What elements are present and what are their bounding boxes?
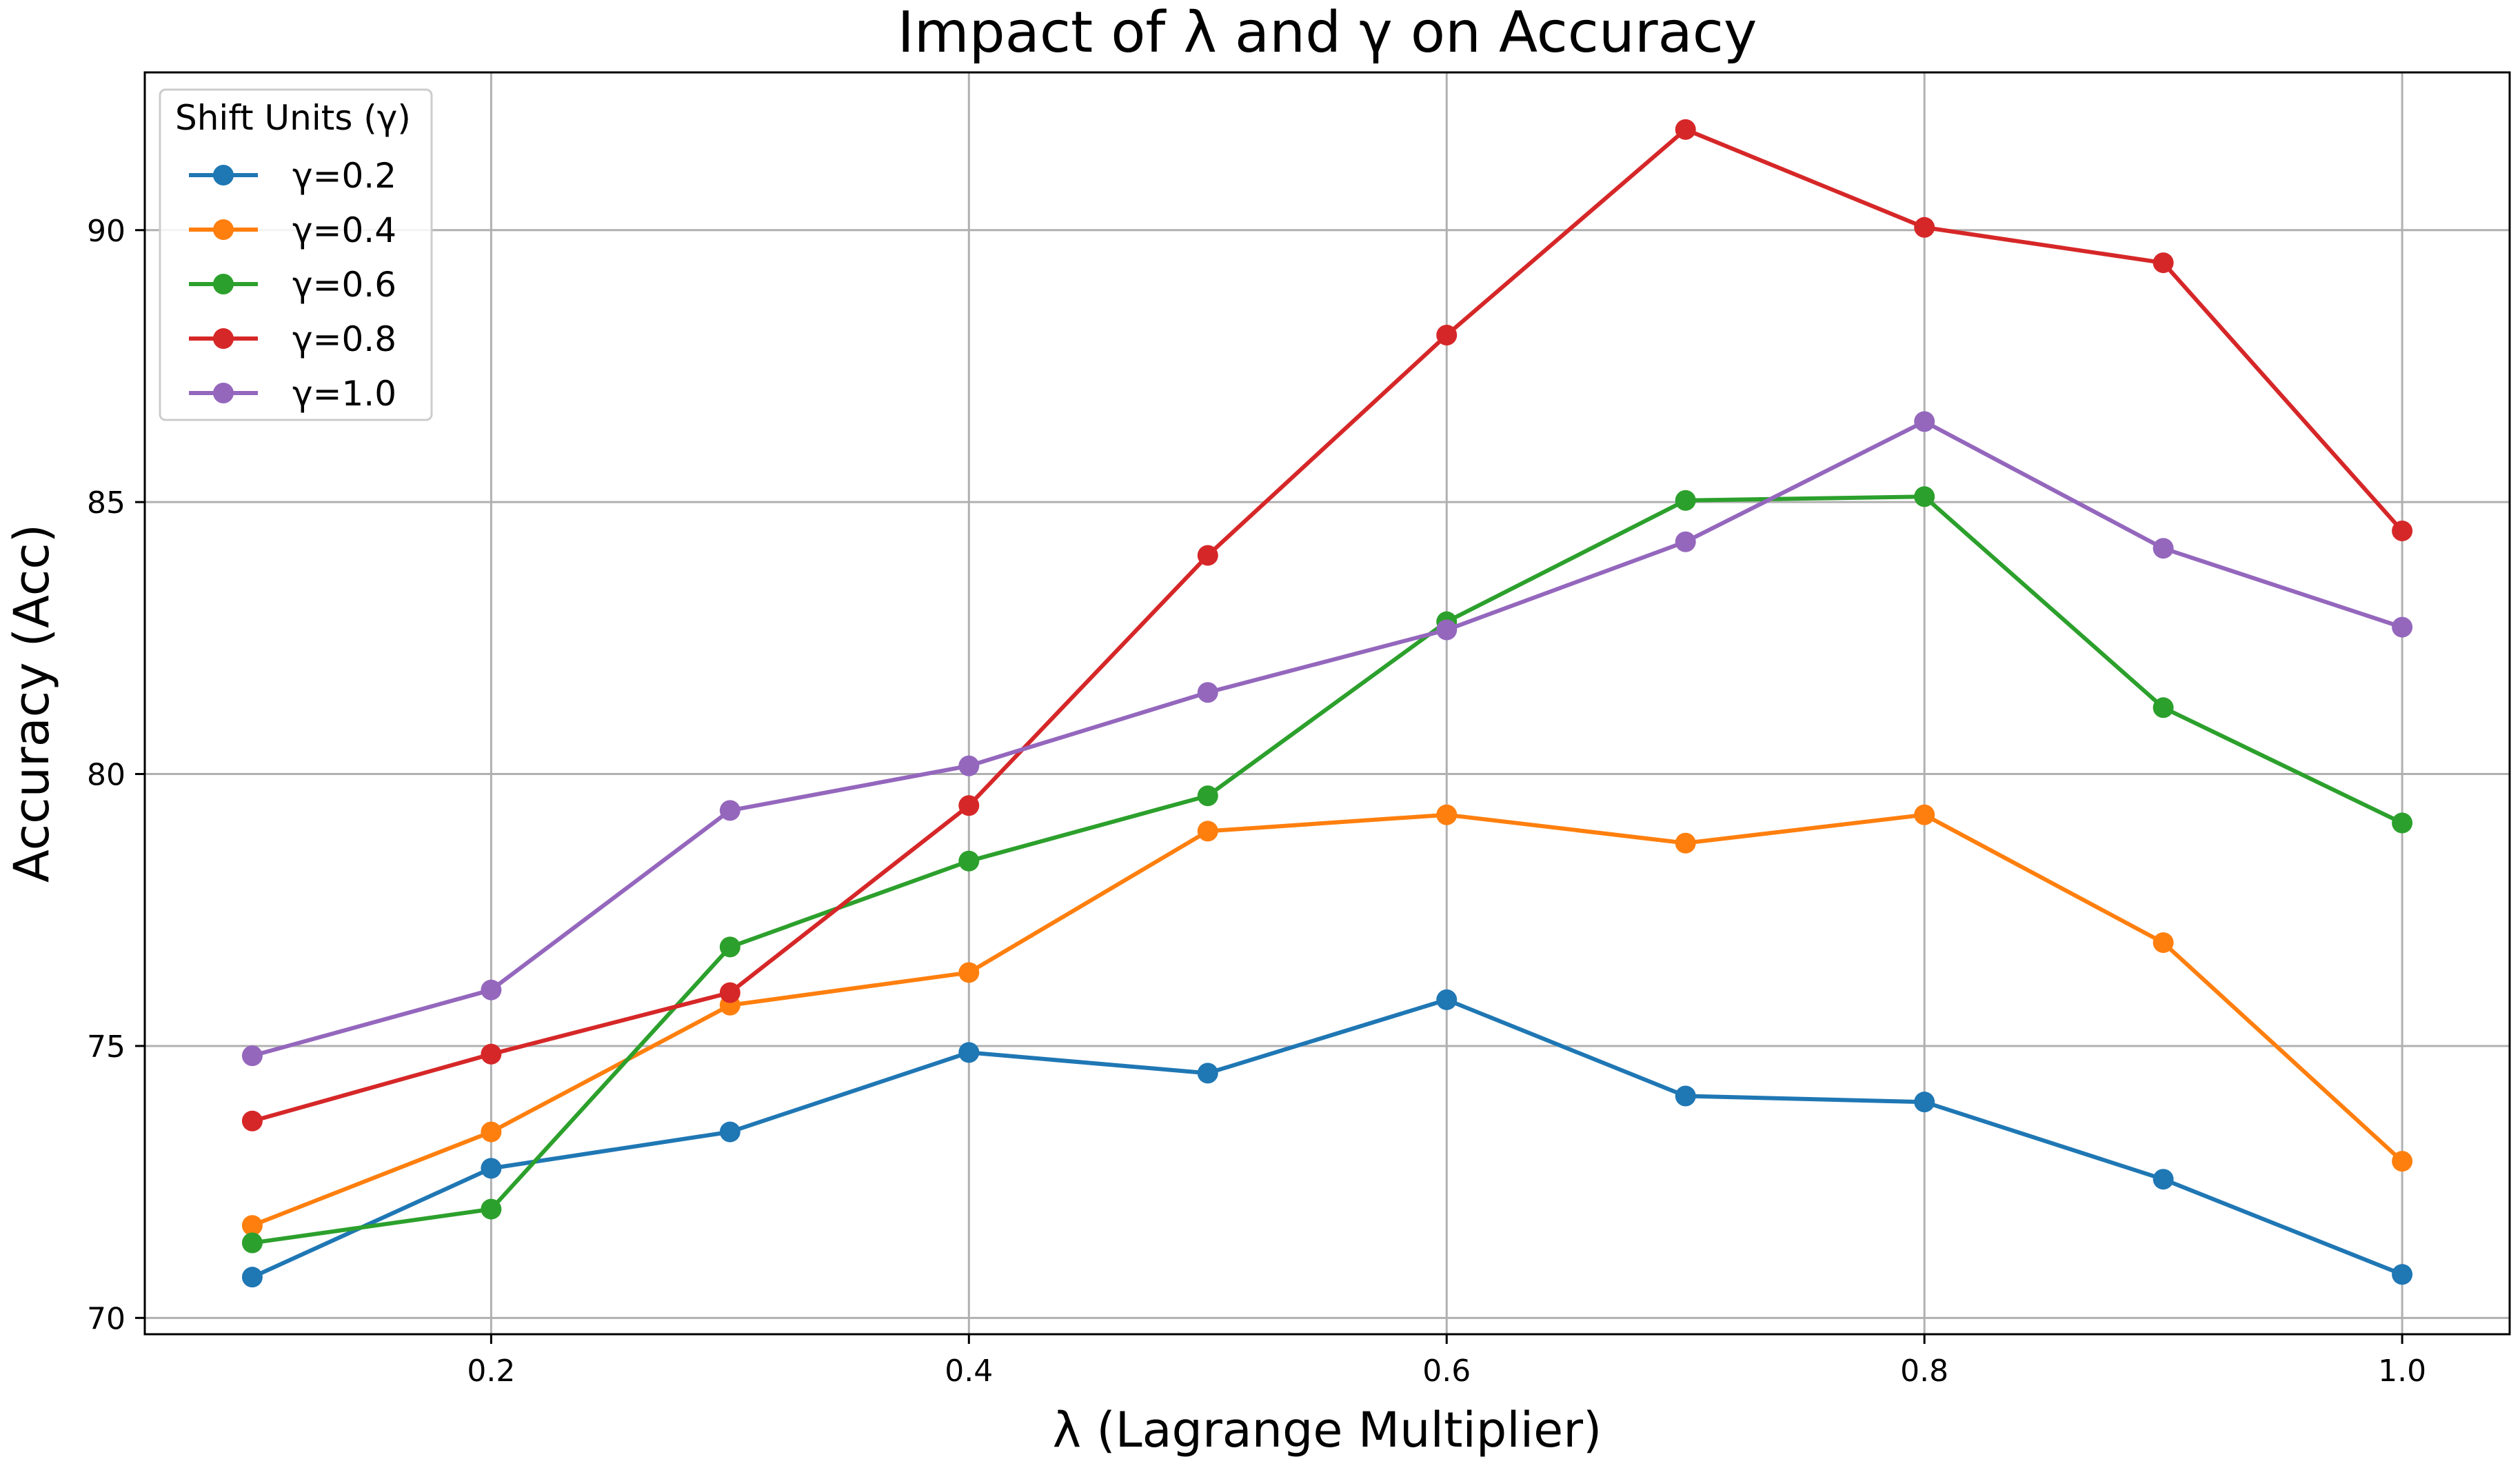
data-point <box>958 962 980 983</box>
legend-swatch-marker <box>213 328 234 349</box>
series-line <box>252 127 2404 1123</box>
y-tick-label: 75 <box>87 1029 125 1065</box>
y-tick-label: 85 <box>87 485 125 521</box>
data-point <box>1197 1063 1218 1084</box>
x-tick-label: 0.4 <box>945 1354 993 1389</box>
data-point <box>1197 545 1218 566</box>
data-point <box>719 1121 740 1143</box>
legend-swatch-marker <box>213 383 234 403</box>
data-point <box>958 850 980 872</box>
data-series <box>241 119 2413 1288</box>
series-line <box>251 997 2403 1279</box>
legend-item: γ=1.0 <box>189 374 396 414</box>
x-tick-label: 0.8 <box>1900 1354 1948 1389</box>
data-point <box>958 795 980 816</box>
series-line <box>252 494 2403 1245</box>
data-point <box>1197 682 1218 703</box>
legend-label: γ=0.2 <box>292 156 396 196</box>
data-point <box>1675 490 1696 511</box>
grid-lines <box>145 72 2510 1334</box>
data-point <box>481 979 502 1001</box>
data-point <box>2392 616 2413 638</box>
legend-item: γ=0.8 <box>189 319 396 359</box>
data-point <box>1675 1085 1696 1107</box>
data-point <box>1675 832 1696 854</box>
data-point <box>1914 486 1935 507</box>
legend-box <box>159 88 433 421</box>
data-point <box>1436 804 1458 825</box>
x-axis-label: λ (Lagrange Multiplier) <box>1053 1402 1602 1458</box>
data-point <box>241 1232 263 1254</box>
legend-label: γ=0.6 <box>292 265 396 305</box>
legend-label: γ=1.0 <box>292 374 396 414</box>
legend-item: γ=0.2 <box>189 156 396 196</box>
legend-title: Shift Units (γ) <box>175 98 411 138</box>
chart-title: Impact of λ and γ on Accuracy <box>898 0 1757 66</box>
data-point <box>1914 804 1935 825</box>
legend-label: γ=0.4 <box>292 210 396 250</box>
series-γ=0.8 <box>241 119 2413 1132</box>
legend-swatch-marker <box>213 274 234 294</box>
data-point <box>1914 217 1935 238</box>
data-point <box>1197 821 1218 842</box>
y-tick-label: 90 <box>87 214 125 249</box>
data-point <box>1914 1092 1935 1113</box>
data-point <box>2153 932 2174 954</box>
data-point <box>1436 989 1458 1010</box>
plot-frame <box>143 71 2511 1336</box>
x-tick-label: 0.6 <box>1422 1354 1471 1389</box>
series-line <box>252 419 2403 1058</box>
data-point <box>481 1043 502 1065</box>
data-point <box>1675 119 1696 140</box>
data-point <box>719 800 740 821</box>
data-point <box>2153 538 2174 559</box>
y-tick-label: 80 <box>87 758 125 793</box>
data-point <box>1197 785 1218 807</box>
series-γ=1.0 <box>241 411 2413 1067</box>
data-point <box>2392 812 2413 834</box>
legend: Shift Units (γ) γ=0.2 γ=0.4 γ=0.6 γ=0.8 γ=1.… <box>159 88 433 421</box>
legend-item: γ=0.4 <box>189 210 396 250</box>
data-point <box>719 936 740 958</box>
series-line <box>251 812 2404 1227</box>
data-point <box>481 1198 502 1220</box>
data-point <box>1436 619 1458 641</box>
data-point <box>1914 411 1935 432</box>
series-γ=0.4 <box>241 804 2413 1236</box>
data-point <box>2392 1151 2413 1172</box>
data-point <box>958 755 980 776</box>
data-point <box>241 1267 263 1288</box>
data-point <box>719 982 740 1003</box>
data-point <box>2153 1169 2174 1190</box>
legend-swatch-marker <box>213 165 234 185</box>
axis-ticks: 0.2 0.4 0.6 0.8 1.0 70 75 80 85 90 <box>87 214 2426 1389</box>
data-point <box>2392 1264 2413 1285</box>
series-γ=0.2 <box>241 989 2413 1288</box>
data-point <box>2392 520 2413 541</box>
data-point <box>481 1121 502 1143</box>
x-tick-label: 0.2 <box>467 1354 515 1389</box>
data-point <box>241 1110 263 1132</box>
data-point <box>241 1215 263 1236</box>
legend-item: γ=0.6 <box>189 265 396 305</box>
data-point <box>2153 697 2174 718</box>
legend-swatch-marker <box>213 219 234 240</box>
y-axis-label: Accuracy (Acc) <box>3 524 60 883</box>
data-point <box>958 1042 980 1063</box>
data-point <box>481 1158 502 1179</box>
data-point <box>1436 324 1458 345</box>
data-point <box>2153 252 2174 274</box>
data-point <box>241 1045 263 1067</box>
series-γ=0.6 <box>241 486 2413 1254</box>
y-tick-label: 70 <box>87 1301 125 1336</box>
legend-label: γ=0.8 <box>292 319 396 359</box>
data-point <box>1675 531 1696 552</box>
x-tick-label: 1.0 <box>2378 1354 2426 1389</box>
